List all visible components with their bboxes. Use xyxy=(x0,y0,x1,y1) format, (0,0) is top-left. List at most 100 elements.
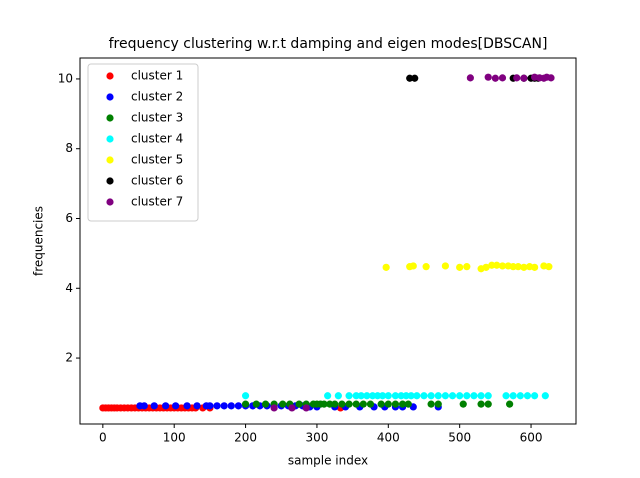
data-point xyxy=(463,392,471,400)
x-tick-label: 200 xyxy=(234,431,257,445)
data-point xyxy=(295,400,303,408)
data-point xyxy=(234,402,243,410)
data-point xyxy=(520,74,528,82)
data-point xyxy=(206,402,214,410)
data-point xyxy=(252,400,260,408)
data-point xyxy=(520,263,528,271)
x-tick-label: 400 xyxy=(377,431,400,445)
data-point xyxy=(531,392,539,400)
data-point xyxy=(220,402,228,410)
data-point xyxy=(193,402,201,410)
data-point xyxy=(397,392,405,400)
data-point xyxy=(162,402,170,410)
data-point xyxy=(441,392,449,400)
data-point xyxy=(434,392,442,400)
data-point xyxy=(369,392,377,400)
data-point xyxy=(514,263,522,271)
data-point xyxy=(241,392,250,400)
legend-marker xyxy=(106,135,114,143)
data-point xyxy=(545,263,553,271)
data-point xyxy=(456,392,464,400)
data-point xyxy=(302,404,310,412)
data-point xyxy=(366,400,375,408)
data-point xyxy=(213,402,221,410)
data-point xyxy=(484,392,492,400)
data-point xyxy=(509,392,517,400)
data-point xyxy=(427,400,435,408)
x-tick-label: 500 xyxy=(448,431,471,445)
data-point xyxy=(484,73,492,81)
data-point xyxy=(456,263,464,271)
data-point xyxy=(411,74,419,82)
data-point xyxy=(391,392,400,400)
data-point xyxy=(422,263,430,271)
data-point xyxy=(183,402,191,410)
data-point xyxy=(523,392,532,400)
data-point xyxy=(531,263,539,271)
legend-marker xyxy=(106,93,114,101)
legend-marker xyxy=(106,177,114,185)
data-point xyxy=(363,392,371,400)
data-point xyxy=(427,392,435,400)
legend-label: cluster 3 xyxy=(131,111,183,125)
data-point xyxy=(227,402,235,410)
chart-title: frequency clustering w.r.t damping and e… xyxy=(109,36,548,52)
data-point xyxy=(470,392,478,400)
legend-box xyxy=(87,63,199,222)
data-point xyxy=(484,400,492,408)
data-point xyxy=(488,261,496,269)
data-point xyxy=(477,392,485,400)
data-point xyxy=(288,404,296,412)
legend-label: cluster 2 xyxy=(131,90,183,104)
y-axis-label: frequencies xyxy=(32,206,46,276)
legend: cluster 1 cluster 2 cluster 3 cluster 4 clus… xyxy=(87,63,199,222)
data-point xyxy=(404,400,412,408)
data-point xyxy=(345,392,353,400)
data-point xyxy=(448,392,457,400)
data-point xyxy=(150,402,158,410)
data-point xyxy=(506,400,514,408)
data-point xyxy=(407,392,415,400)
data-point xyxy=(482,263,490,271)
data-point xyxy=(441,262,449,270)
legend-marker xyxy=(106,198,114,206)
data-point xyxy=(466,74,474,82)
x-tick-label: 0 xyxy=(99,431,107,445)
data-point xyxy=(241,400,250,408)
legend-marker xyxy=(106,114,114,122)
data-point xyxy=(324,392,332,400)
data-point xyxy=(345,400,353,408)
data-point xyxy=(391,400,400,408)
data-point xyxy=(491,74,499,82)
data-point xyxy=(352,392,360,400)
data-point xyxy=(516,392,524,400)
data-point xyxy=(402,392,410,400)
data-point xyxy=(270,404,278,412)
y-tick-label: 6 xyxy=(65,211,73,225)
legend-label: cluster 5 xyxy=(131,153,183,167)
data-point xyxy=(541,392,549,400)
data-point xyxy=(374,392,382,400)
data-point xyxy=(498,74,507,82)
data-point xyxy=(493,261,501,269)
x-tick-label: 300 xyxy=(305,431,328,445)
data-point xyxy=(382,263,390,271)
data-point xyxy=(357,392,365,400)
y-tick-label: 2 xyxy=(65,351,73,365)
x-tick-label: 600 xyxy=(520,431,543,445)
data-point xyxy=(398,400,407,408)
data-point xyxy=(459,400,467,408)
data-point xyxy=(477,400,485,408)
data-point xyxy=(463,263,471,271)
data-point xyxy=(326,400,334,408)
data-point xyxy=(338,400,346,408)
x-tick-label: 100 xyxy=(163,431,186,445)
legend-label: cluster 4 xyxy=(131,132,183,146)
data-point xyxy=(384,392,392,400)
data-point xyxy=(420,392,428,400)
legend-marker xyxy=(106,72,114,80)
data-point xyxy=(140,402,148,410)
data-point xyxy=(377,400,385,408)
